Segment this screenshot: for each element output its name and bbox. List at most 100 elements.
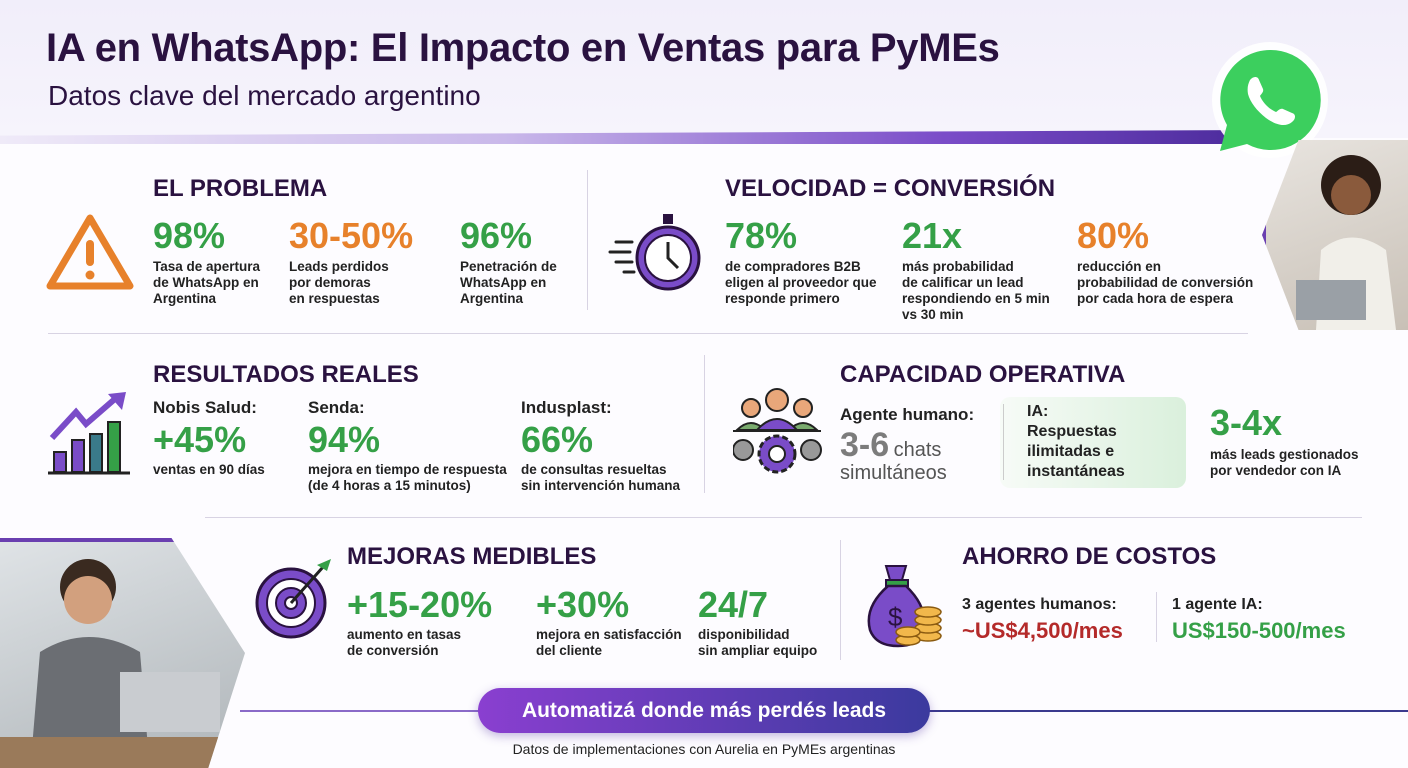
cta-button[interactable]: Automatizá donde más perdés leads	[478, 688, 930, 733]
stat-desc: aumento en tasas	[347, 627, 462, 642]
stat-desc: de compradores B2B	[725, 259, 861, 274]
stat-leads-perdidos: 30-50% Leads perdidos por demoras en respue…	[289, 218, 413, 307]
divider	[1003, 404, 1004, 480]
stat-satisfaccion: +30% mejora en satisfacción del cliente	[536, 587, 682, 659]
stat-penetracion: 96% Penetración de WhatsApp en Argentina	[460, 218, 557, 307]
ia-cost-label: 1 agente IA:	[1172, 596, 1263, 613]
ia-desc: ilimitadas e	[1027, 443, 1115, 460]
human-unit: chats	[893, 439, 942, 461]
stat-desc: Argentina	[153, 291, 217, 306]
stat-desc: responde primero	[725, 291, 840, 306]
page-title: IA en WhatsApp: El Impacto en Ventas par…	[46, 26, 1000, 70]
result-desc: de consultas resueltas	[521, 462, 667, 477]
result-desc: mejora en tiempo de respuesta	[308, 462, 507, 477]
growth-chart-icon	[46, 390, 134, 481]
stat-disponibilidad: 24/7 disponibilidad sin ampliar equipo	[698, 587, 817, 659]
stat-desc: de WhatsApp en	[153, 275, 259, 290]
footer-note: Datos de implementaciones con Aurelia en…	[512, 741, 896, 757]
human-cost: 3 agentes humanos: ~US$4,500/mes	[962, 596, 1123, 644]
mejoras-heading: MEJORAS MEDIBLES	[347, 543, 597, 570]
ia-desc: Respuestas	[1027, 423, 1117, 440]
stat-desc: de calificar un lead	[902, 275, 1024, 290]
stat-value: +15-20%	[347, 584, 493, 625]
stat-conversion: +15-20% aumento en tasas de conversión	[347, 587, 492, 659]
result-nobis: Nobis Salud: +45% ventas en 90 días	[153, 398, 265, 478]
result-desc: sin intervención humana	[521, 478, 681, 493]
stat-desc: por vendedor con IA	[1210, 463, 1342, 478]
result-value: 66%	[521, 419, 594, 460]
whatsapp-logo-icon	[1200, 40, 1340, 170]
stat-desc: Tasa de apertura	[153, 259, 261, 274]
stat-value: 80%	[1077, 215, 1150, 256]
stat-reduccion: 80% reducción en probabilidad de conversió…	[1077, 218, 1253, 307]
stat-desc: respondiendo en 5 min	[902, 291, 1050, 306]
result-desc: ventas en 90 días	[153, 462, 265, 477]
stat-value: 24/7	[698, 584, 769, 625]
ia-capacity-box	[1000, 397, 1186, 488]
man-working-photo	[0, 538, 245, 768]
resultados-heading: RESULTADOS REALES	[153, 361, 419, 388]
stat-multiplier: 3-4x más leads gestionados por vendedor co…	[1210, 405, 1359, 479]
divider	[48, 333, 1248, 334]
stat-desc: eligen al proveedor que	[725, 275, 877, 290]
ahorro-heading: AHORRO DE COSTOS	[962, 543, 1217, 570]
result-indusplast: Indusplast: 66% de consultas resueltas sin …	[521, 398, 680, 494]
stat-desc: por cada hora de espera	[1077, 291, 1234, 306]
stat-value: 3-4x	[1210, 402, 1283, 443]
stat-desc: por demoras	[289, 275, 371, 290]
stat-value: 98%	[153, 215, 226, 256]
human-cost-label: 3 agentes humanos:	[962, 596, 1117, 613]
stopwatch-icon	[608, 212, 704, 297]
stat-desc: del cliente	[536, 643, 603, 658]
stat-value: 96%	[460, 215, 533, 256]
stat-value: 21x	[902, 215, 963, 256]
velocidad-heading: VELOCIDAD = CONVERSIÓN	[725, 175, 1056, 202]
divider	[205, 517, 1362, 518]
divider	[704, 355, 705, 493]
result-label: Nobis Salud:	[153, 398, 257, 417]
ia-label: IA:	[1027, 403, 1049, 420]
divider	[840, 540, 841, 660]
stat-desc: Penetración de	[460, 259, 557, 274]
result-desc: (de 4 horas a 15 minutos)	[308, 478, 471, 493]
human-unit-2: simultáneos	[840, 462, 947, 484]
stat-value: 30-50%	[289, 215, 414, 256]
human-cost-value: ~US$4,500/mes	[962, 618, 1123, 643]
stat-desc: WhatsApp en	[460, 275, 547, 290]
divider	[587, 170, 588, 310]
result-value: +45%	[153, 419, 247, 460]
stat-desc: disponibilidad	[698, 627, 790, 642]
result-label: Senda:	[308, 398, 365, 417]
header-band	[0, 0, 1408, 138]
ia-cost-value: US$150-500/mes	[1172, 618, 1346, 643]
human-value: 3-6	[840, 426, 890, 464]
cta-line-right	[928, 710, 1408, 712]
svg-text:$: $	[888, 602, 903, 632]
stat-desc: sin ampliar equipo	[698, 643, 818, 658]
stat-desc: Leads perdidos	[289, 259, 389, 274]
capacidad-heading: CAPACIDAD OPERATIVA	[840, 361, 1126, 388]
stat-desc: más leads gestionados	[1210, 447, 1359, 462]
stat-desc: vs 30 min	[902, 307, 964, 322]
stat-value: 78%	[725, 215, 798, 256]
cta-line-left	[240, 710, 480, 712]
problema-heading: EL PROBLEMA	[153, 175, 328, 202]
target-icon	[253, 557, 337, 646]
stat-desc: en respuestas	[289, 291, 380, 306]
woman-working-photo	[1262, 140, 1408, 330]
warning-icon	[46, 212, 134, 297]
stat-desc: mejora en satisfacción	[536, 627, 682, 642]
stat-value: +30%	[536, 584, 630, 625]
stat-desc: reducción en	[1077, 259, 1162, 274]
stat-desc: de conversión	[347, 643, 439, 658]
human-capacity: Agente humano: 3-6 chats simultáneos	[840, 405, 974, 485]
team-gear-icon	[732, 386, 823, 483]
result-senda: Senda: 94% mejora en tiempo de respuesta (d…	[308, 398, 507, 494]
stat-compradores: 78% de compradores B2B eligen al proveedor…	[725, 218, 877, 307]
stat-desc: Argentina	[460, 291, 524, 306]
human-label: Agente humano:	[840, 405, 975, 424]
page-subtitle: Datos clave del mercado argentino	[48, 80, 481, 111]
stat-21x: 21x más probabilidad de calificar un lead r…	[902, 218, 1050, 323]
result-value: 94%	[308, 419, 381, 460]
result-label: Indusplast:	[521, 398, 612, 417]
